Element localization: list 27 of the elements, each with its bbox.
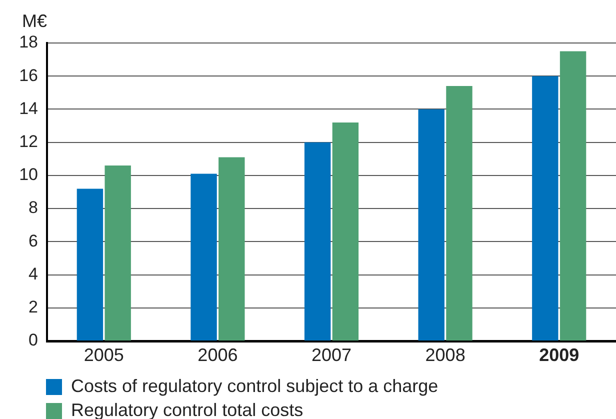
bar [76,188,104,340]
y-tick-label: 2 [28,298,38,317]
y-tick-label: 0 [28,330,38,350]
bar [218,157,245,340]
x-tick-label: 2006 [198,344,238,365]
bar [560,51,586,340]
bar [304,142,331,340]
bar [190,174,217,340]
bar [532,76,558,340]
y-tick-label: 8 [28,198,38,218]
y-tick-label: 14 [19,98,38,118]
bar [332,122,359,340]
y-tick-label: 6 [28,231,38,250]
x-tick-label: 2005 [84,344,124,365]
x-tick-label: 2007 [311,344,352,365]
y-tick-label: 18 [19,32,38,52]
y-tick-label: 4 [28,264,38,284]
y-tick-label: 10 [19,165,38,184]
bar [418,109,444,340]
y-tick-label: 16 [19,66,38,85]
x-tick-label: 2009 [539,344,580,365]
bar [446,86,472,340]
y-axis-title: M€ [22,10,48,31]
legend-label: Costs of regulatory control subject to a charge [71,376,438,396]
y-tick-label: 12 [19,132,38,152]
bar [104,166,131,340]
x-tick-label: 2008 [425,344,466,365]
